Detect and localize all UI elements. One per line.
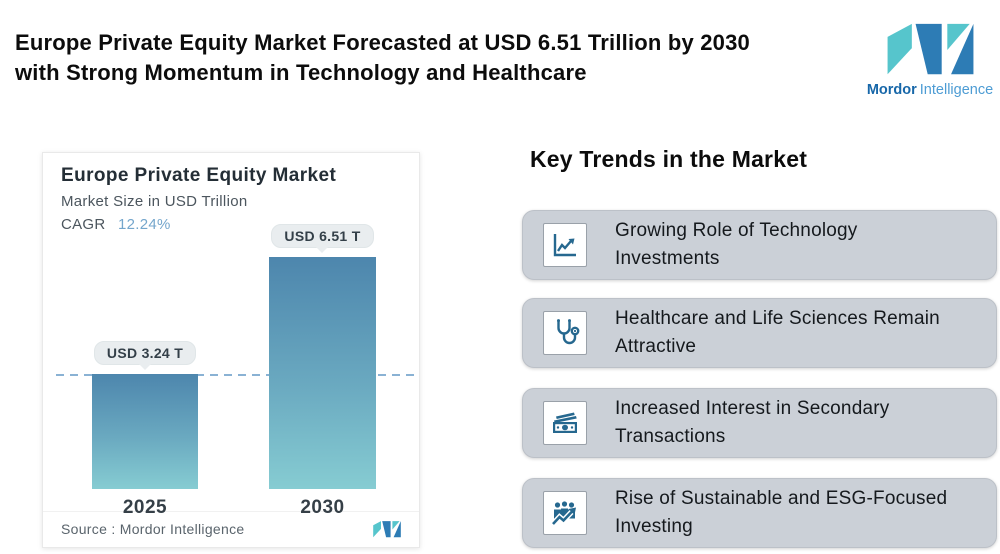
cagr-label: CAGR: [61, 216, 106, 233]
trend-card-secondary-transactions: Increased Interest in Secondary Transact…: [522, 388, 997, 458]
trend-text: Rise of Sustainable and ESG-Focused Inve…: [615, 485, 947, 541]
page-title-line-2: with Strong Momentum in Technology and H…: [15, 60, 587, 85]
chart-footer: Source : Mordor Intelligence: [43, 511, 419, 547]
bar-value-label-2030: USD 6.51 T: [271, 224, 374, 253]
icon-box: [543, 491, 587, 535]
bar-group-2025: USD 3.24 T: [92, 341, 198, 489]
cagr-value: 12.24%: [118, 216, 171, 233]
brand-name-bold: Mordor: [866, 82, 917, 98]
brand-name: Mordor Intelligence: [867, 82, 993, 98]
market-chart-card: Europe Private Equity Market Market Size…: [42, 152, 420, 548]
bar-2030: [269, 257, 376, 489]
trend-text-line: Attractive: [615, 336, 697, 357]
page-title-line-1: Europe Private Equity Market Forecasted …: [15, 30, 750, 55]
line-chart-icon: [553, 234, 576, 257]
brand-logo: Mordor Intelligence: [860, 0, 1000, 122]
mordor-intelligence-logo-icon: [887, 23, 973, 75]
stethoscope-icon: [557, 319, 580, 345]
trend-card-healthcare: Healthcare and Life Sciences Remain Attr…: [522, 298, 997, 368]
x-axis-label-2030: 2030: [300, 497, 345, 518]
trend-text: Growing Role of Technology Investments: [615, 217, 858, 273]
page-title: Europe Private Equity Market Forecasted …: [15, 28, 860, 88]
trend-text-line: Healthcare and Life Sciences Remain: [615, 308, 940, 329]
icon-box: [543, 223, 587, 267]
bar-2025: [92, 374, 198, 489]
trend-card-technology: Growing Role of Technology Investments: [522, 210, 997, 280]
people-growth-icon: [550, 501, 576, 526]
trend-text-line: Increased Interest in Secondary: [615, 398, 890, 419]
chart-title: Europe Private Equity Market: [61, 165, 337, 186]
banknotes-icon: [553, 412, 577, 433]
trend-text-line: Investments: [615, 248, 720, 269]
bar-value-label-2025: USD 3.24 T: [93, 341, 197, 370]
trend-text: Healthcare and Life Sciences Remain Attr…: [615, 305, 940, 361]
source-label: Source : Mordor Intelligence: [61, 521, 245, 537]
x-axis-label-2025: 2025: [122, 497, 168, 518]
trend-text-line: Rise of Sustainable and ESG-Focused: [615, 488, 948, 509]
trend-text-line: Transactions: [615, 426, 726, 447]
bar-group-2030: USD 6.51 T: [269, 224, 376, 489]
trend-text-line: Growing Role of Technology: [615, 220, 858, 241]
bar-chart: USD 3.24 T USD 6.51 T 2025 2030: [43, 153, 419, 547]
reference-line: [56, 374, 414, 376]
trend-card-esg-investing: Rise of Sustainable and ESG-Focused Inve…: [522, 478, 997, 548]
icon-box: [543, 311, 587, 355]
trend-text: Increased Interest in Secondary Transact…: [615, 395, 889, 451]
trend-text-line: Investing: [615, 516, 693, 537]
icon-box: [543, 401, 587, 445]
chart-subtitle: Market Size in USD Trillion: [61, 193, 248, 210]
mordor-intelligence-mini-logo-icon: [373, 521, 401, 538]
cagr-row: CAGR 12.24%: [61, 216, 171, 233]
trends-heading: Key Trends in the Market: [530, 146, 808, 172]
brand-name-light: Intelligence: [919, 82, 994, 98]
